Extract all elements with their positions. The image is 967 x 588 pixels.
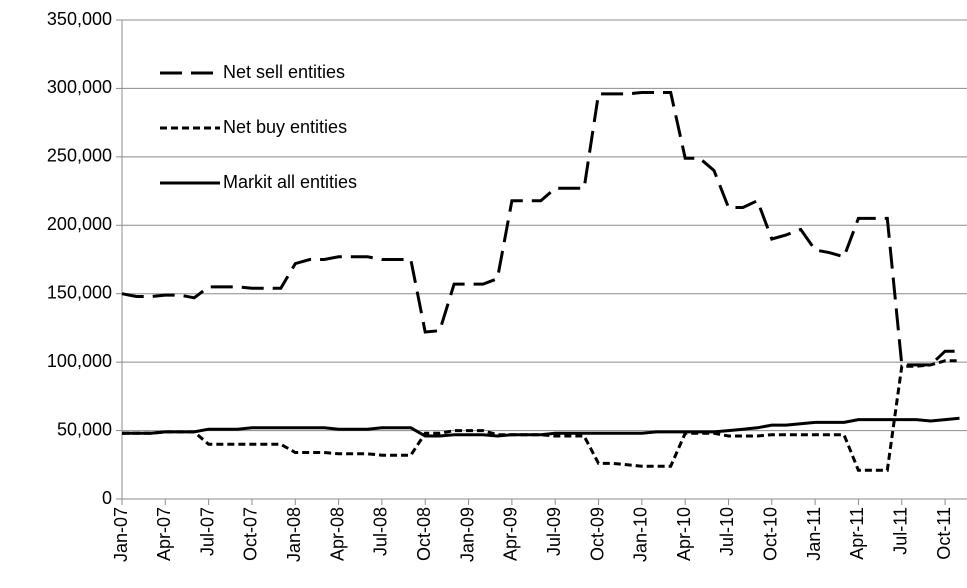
legend-label: Net buy entities <box>223 117 347 137</box>
x-tick-label: Jan-07 <box>111 507 131 562</box>
x-tick-label: Jan-09 <box>457 507 477 562</box>
y-tick-label: 0 <box>102 488 112 508</box>
x-tick-label: Jul-09 <box>544 507 564 556</box>
y-tick-label: 150,000 <box>47 282 112 302</box>
x-tick-label: Oct-10 <box>761 507 781 561</box>
x-tick-label: Jan-10 <box>631 507 651 562</box>
y-tick-label: 250,000 <box>47 146 112 166</box>
x-tick-label: Jan-11 <box>804 507 824 561</box>
x-tick-label: Oct-07 <box>241 507 261 561</box>
x-tick-label: Apr-07 <box>154 507 174 561</box>
series-line <box>121 91 960 367</box>
y-tick-label: 350,000 <box>47 9 112 29</box>
x-tick-label: Apr-08 <box>327 507 347 561</box>
x-tick-label: Oct-11 <box>934 507 954 560</box>
series-line <box>122 359 960 472</box>
x-tick-label: Jul-11 <box>891 507 911 555</box>
x-tick-label: Apr-09 <box>501 507 521 561</box>
x-tick-label: Jul-08 <box>371 507 391 556</box>
x-tick-label: Apr-10 <box>674 507 694 561</box>
series-line <box>122 416 960 438</box>
x-tick-label: Jul-07 <box>197 507 217 556</box>
legend-label: Markit all entities <box>223 172 357 192</box>
y-tick-label: 100,000 <box>47 351 112 371</box>
y-tick-label: 50,000 <box>57 419 112 439</box>
y-tick-label: 300,000 <box>47 77 112 97</box>
x-tick-label: Apr-11 <box>847 507 867 560</box>
x-tick-label: Jan-08 <box>284 507 304 562</box>
x-tick-label: Oct-08 <box>414 507 434 561</box>
legend-label: Net sell entities <box>223 62 345 82</box>
y-tick-label: 200,000 <box>47 214 112 234</box>
x-tick-label: Oct-09 <box>587 507 607 561</box>
x-tick-label: Jul-10 <box>717 507 737 556</box>
